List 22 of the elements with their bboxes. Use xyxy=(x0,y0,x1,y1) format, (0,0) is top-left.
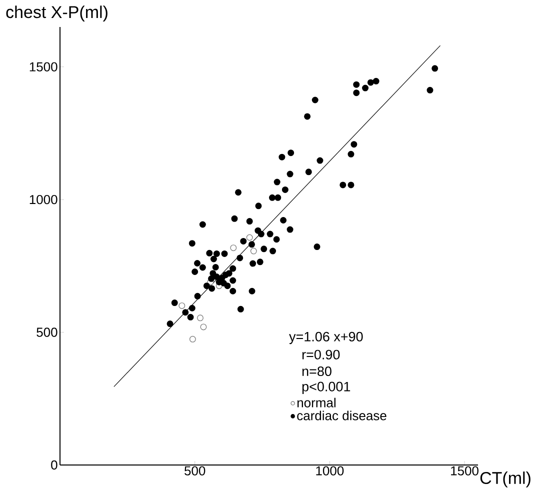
x-tick-label: 1500 xyxy=(451,466,478,476)
x-tick-label: 1000 xyxy=(316,466,344,476)
legend-label: cardiac disease xyxy=(297,410,386,420)
annotation: r=0.90 xyxy=(302,350,340,360)
y-tick-label: 500 xyxy=(36,328,58,337)
x-axis-title: CT(ml) xyxy=(480,472,530,488)
annotation: p<0.001 xyxy=(302,382,350,394)
annotation: n=80 xyxy=(302,366,332,376)
point xyxy=(178,302,186,309)
point xyxy=(230,244,237,252)
point xyxy=(200,324,207,330)
point xyxy=(196,314,204,322)
point xyxy=(246,234,253,241)
legend-label: normal xyxy=(297,398,336,408)
y-tick-label: 0 xyxy=(51,460,58,470)
y-tick-label: 1500 xyxy=(30,62,58,72)
annotation: y=1.06 x+90 xyxy=(289,332,363,344)
x-tick-label: 500 xyxy=(184,466,206,476)
y-axis-title: chest X-P(ml) xyxy=(6,6,108,22)
point xyxy=(189,336,196,342)
point xyxy=(250,248,257,254)
y-tick-label: 1000 xyxy=(30,194,58,204)
